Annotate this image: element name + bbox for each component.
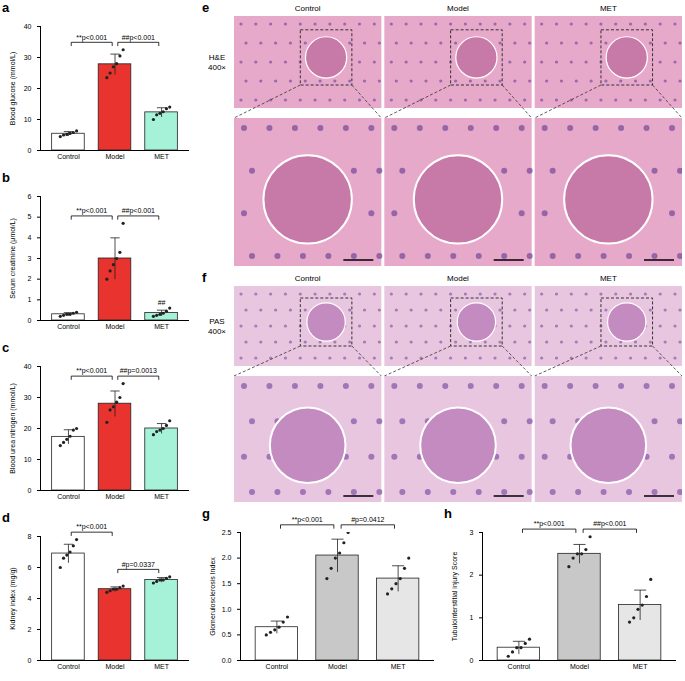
svg-text:PAS400×: PAS400× xyxy=(208,317,226,336)
svg-text:5: 5 xyxy=(28,213,32,220)
svg-text:Control: Control xyxy=(266,663,289,670)
svg-text:MET: MET xyxy=(154,153,170,160)
html-text:g: g xyxy=(202,506,210,521)
svg-text:**p<0.001: **p<0.001 xyxy=(76,523,107,531)
svg-text:40: 40 xyxy=(24,363,32,370)
svg-text:**p<0.001: **p<0.001 xyxy=(76,34,107,42)
svg-text:Control: Control xyxy=(57,153,80,160)
svg-text:0.0: 0.0 xyxy=(222,657,232,664)
svg-text:4: 4 xyxy=(28,595,32,602)
svg-text:MET: MET xyxy=(391,663,407,670)
svg-text:1: 1 xyxy=(470,614,474,621)
svg-text:1.0: 1.0 xyxy=(222,606,232,613)
svg-text:10: 10 xyxy=(24,456,32,463)
svg-text:6: 6 xyxy=(28,564,32,571)
html-text:d: d xyxy=(2,510,10,525)
svg-text:**p<0.001: **p<0.001 xyxy=(292,516,323,524)
svg-text:Blood glucose (mmol/L): Blood glucose (mmol/L) xyxy=(9,52,17,126)
svg-text:0.5: 0.5 xyxy=(222,631,232,638)
svg-text:Control: Control xyxy=(57,663,80,670)
svg-text:8: 8 xyxy=(28,533,32,540)
svg-text:Model: Model xyxy=(105,153,125,160)
svg-text:Kidney index (mg/g): Kidney index (mg/g) xyxy=(9,567,17,629)
svg-text:0: 0 xyxy=(28,657,32,664)
svg-text:MET: MET xyxy=(154,663,170,670)
svg-text:##: ## xyxy=(158,299,166,306)
svg-text:10: 10 xyxy=(24,116,32,123)
svg-text:Control: Control xyxy=(508,663,531,670)
svg-text:##p=0.0013: ##p=0.0013 xyxy=(120,367,157,375)
svg-text:#p=0.0337: #p=0.0337 xyxy=(122,561,155,569)
svg-text:1.5: 1.5 xyxy=(222,580,232,587)
svg-text:Control: Control xyxy=(57,323,80,330)
svg-text:30: 30 xyxy=(24,394,32,401)
svg-text:0: 0 xyxy=(28,147,32,154)
svg-text:Control: Control xyxy=(295,274,321,283)
svg-text:Glomerulosclerosis Index: Glomerulosclerosis Index xyxy=(209,557,216,636)
svg-text:0: 0 xyxy=(470,657,474,664)
svg-text:4: 4 xyxy=(28,234,32,241)
svg-text:Control: Control xyxy=(295,4,321,13)
svg-text:Model: Model xyxy=(105,663,125,670)
svg-text:Model: Model xyxy=(328,663,348,670)
svg-text:0: 0 xyxy=(28,487,32,494)
svg-text:Tubulointerstitial injury Scor: Tubulointerstitial injury Score xyxy=(451,552,459,642)
svg-text:2: 2 xyxy=(28,275,32,282)
html-text:c: c xyxy=(2,340,10,355)
svg-text:MET: MET xyxy=(154,323,170,330)
svg-text:MET: MET xyxy=(600,274,617,283)
svg-text:Serum creatinine (μmol/L): Serum creatinine (μmol/L) xyxy=(9,218,17,299)
svg-text:##p<0.001: ##p<0.001 xyxy=(122,207,155,215)
svg-text:MET: MET xyxy=(633,663,649,670)
svg-text:Model: Model xyxy=(105,493,125,500)
svg-text:##p<0.001: ##p<0.001 xyxy=(122,34,155,42)
svg-text:20: 20 xyxy=(24,85,32,92)
svg-text:Blood urea nitrogen (mmol/L): Blood urea nitrogen (mmol/L) xyxy=(9,383,17,474)
html-text:f: f xyxy=(202,270,207,285)
svg-text:20: 20 xyxy=(24,425,32,432)
svg-text:**p<0.001: **p<0.001 xyxy=(76,367,107,375)
html-text:a: a xyxy=(2,0,10,15)
svg-text:Model: Model xyxy=(447,4,469,13)
svg-text:Model: Model xyxy=(105,323,125,330)
svg-text:#p=0.0412: #p=0.0412 xyxy=(351,516,384,524)
svg-text:2.0: 2.0 xyxy=(222,554,232,561)
html-text:h: h xyxy=(444,506,452,521)
svg-text:0: 0 xyxy=(28,317,32,324)
svg-text:Model: Model xyxy=(570,663,590,670)
svg-text:2: 2 xyxy=(28,626,32,633)
svg-text:3: 3 xyxy=(28,255,32,262)
svg-text:**p<0.001: **p<0.001 xyxy=(534,520,565,528)
svg-text:2: 2 xyxy=(470,571,474,578)
svg-text:40: 40 xyxy=(24,23,32,30)
svg-text:**p<0.001: **p<0.001 xyxy=(76,207,107,215)
svg-text:##p<0.001: ##p<0.001 xyxy=(593,520,626,528)
svg-text:MET: MET xyxy=(154,493,170,500)
svg-text:1: 1 xyxy=(28,296,32,303)
svg-text:30: 30 xyxy=(24,54,32,61)
svg-text:MET: MET xyxy=(600,4,617,13)
svg-text:3: 3 xyxy=(470,529,474,536)
svg-text:Model: Model xyxy=(447,274,469,283)
svg-text:6: 6 xyxy=(28,193,32,200)
html-text:b: b xyxy=(2,170,10,185)
svg-text:Control: Control xyxy=(57,493,80,500)
svg-text:H&E400×: H&E400× xyxy=(208,53,226,72)
svg-text:2.5: 2.5 xyxy=(222,529,232,536)
html-text:e: e xyxy=(202,0,210,15)
